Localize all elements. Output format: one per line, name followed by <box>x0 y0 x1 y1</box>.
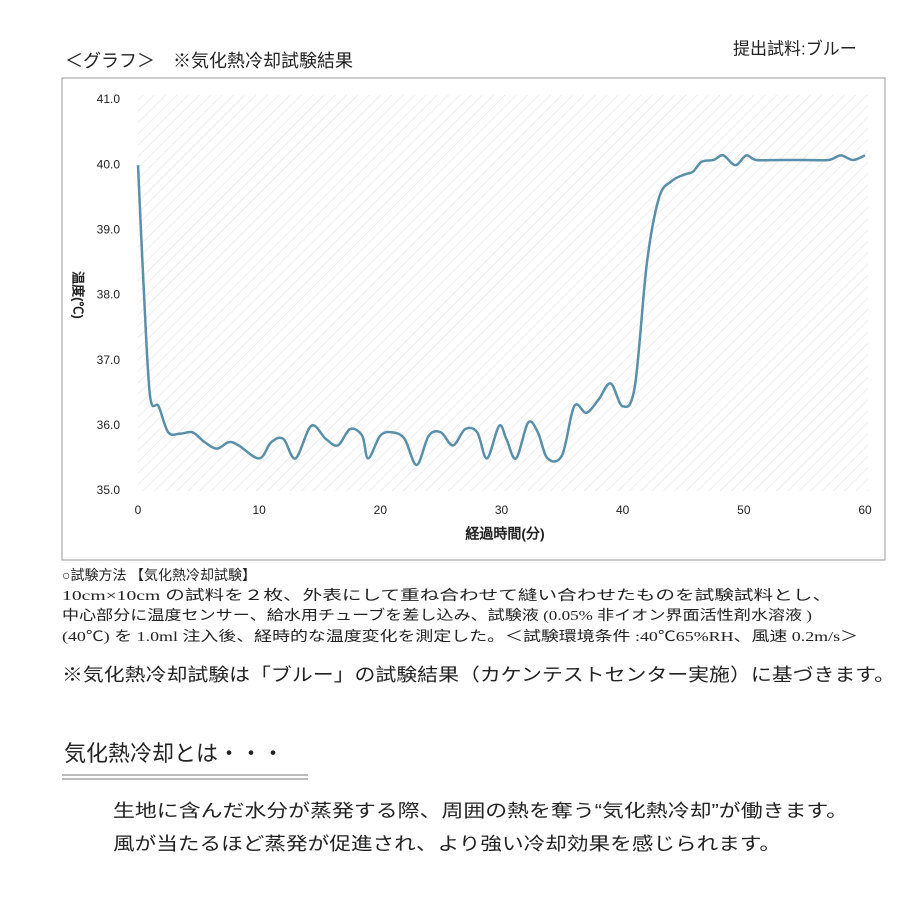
y-axis-label: 温度(℃) <box>71 271 86 319</box>
x-axis-label: 経過時間(分) <box>465 526 544 542</box>
method-line: 10cm×10cm の試料を２枚、外表にして重ね合わせて縫い合わせたものを試験試… <box>62 588 832 604</box>
y-tick-label: 37.0 <box>97 353 121 367</box>
x-tick-label: 0 <box>135 503 142 517</box>
method-line: (40℃) を 1.0ml 注入後、経時的な温度変化を測定した。＜試験環境条件 … <box>62 628 858 645</box>
x-tick-label: 40 <box>616 503 630 517</box>
temperature-line <box>136 154 866 467</box>
section-line: 生地に含んだ水分が蒸発する際、周囲の熱を奪う“気化熱冷却”が働きます。 <box>113 801 848 821</box>
section-title: 気化熱冷却とは・・・ <box>64 741 284 766</box>
x-tick-label: 50 <box>737 503 751 517</box>
x-tick-label: 10 <box>252 503 266 517</box>
y-tick-label: 39.0 <box>97 223 121 237</box>
y-tick-label: 35.0 <box>97 483 121 497</box>
section-line: 風が当たるほど蒸発が促進され、より強い冷却効果を感じられます。 <box>113 834 781 854</box>
note: ※気化熱冷却試験は「ブルー」の試験結果（カケンテストセンター実施）に基づきます。 <box>62 664 895 685</box>
method-heading: ○試験方法 【気化熱冷却試験】 <box>62 568 256 584</box>
graph-title: ＜グラフ＞ ※気化熱冷却試験結果 <box>65 51 353 71</box>
method-line: 中心部分に温度センサー、給水用チューブを差し込み、試験液 (0.05% 非イオン… <box>62 607 812 624</box>
y-tick-label: 36.0 <box>97 418 121 432</box>
chart-frame <box>61 77 886 561</box>
plot-background <box>138 95 868 491</box>
y-tick-label: 41.0 <box>97 92 121 106</box>
x-tick-label: 30 <box>495 503 509 517</box>
sample-label: 提出試料:ブルー <box>733 38 857 58</box>
y-tick-label: 40.0 <box>97 157 121 171</box>
x-tick-label: 60 <box>858 503 872 517</box>
y-tick-label: 38.0 <box>97 288 121 302</box>
x-tick-label: 20 <box>374 503 388 517</box>
